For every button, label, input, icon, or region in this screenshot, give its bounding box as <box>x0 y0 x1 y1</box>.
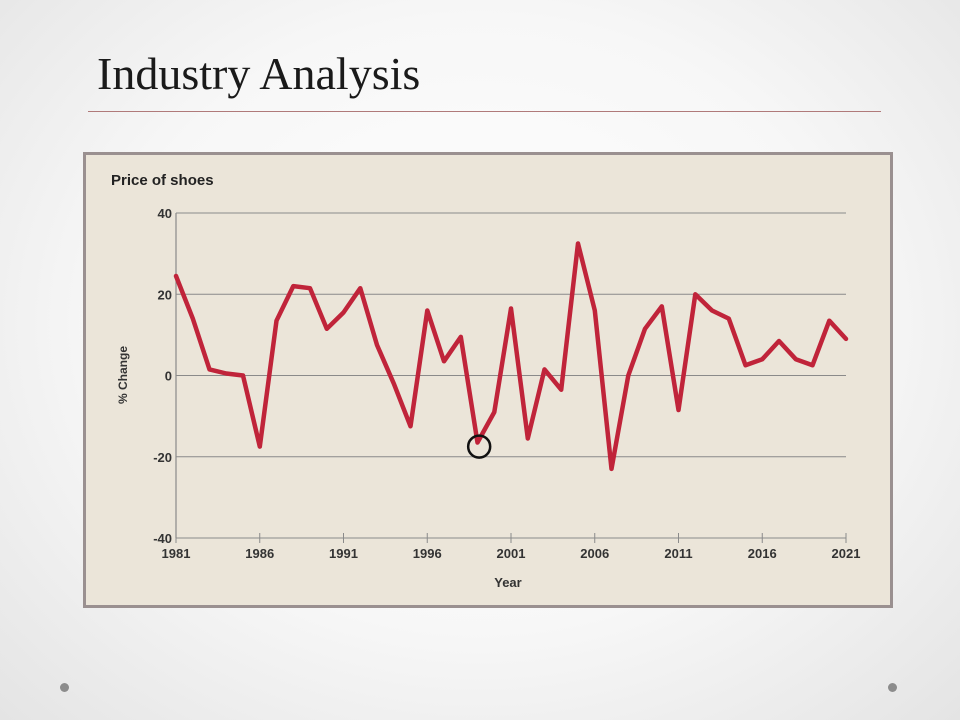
data-point <box>241 374 245 377</box>
title-divider <box>88 111 881 112</box>
data-point <box>409 424 412 428</box>
x-tick-label: 2006 <box>580 546 609 561</box>
x-tick-label: 1986 <box>245 546 274 561</box>
slide-bullet-left <box>60 683 69 692</box>
x-tick-label: 2016 <box>748 546 777 561</box>
data-point <box>342 311 345 315</box>
data-point <box>191 317 195 321</box>
data-point <box>710 309 714 312</box>
data-point <box>526 436 530 440</box>
data-point <box>275 319 278 323</box>
chart-title: Price of shoes <box>111 172 214 189</box>
highlight-circle <box>466 434 492 459</box>
data-point <box>174 274 178 278</box>
data-point <box>492 410 496 414</box>
y-axis-label: % Change <box>116 346 130 404</box>
data-point <box>677 408 680 412</box>
chart-panel: Price of shoes % Change Year 40 20 0 -20 -40… <box>83 152 893 608</box>
data-point <box>308 286 312 290</box>
data-point <box>811 363 814 367</box>
y-tick-label: 40 <box>158 206 172 221</box>
data-point <box>760 357 764 361</box>
data-point <box>559 388 563 392</box>
data-point <box>794 357 798 361</box>
slide-title: Industry Analysis <box>97 48 421 99</box>
data-point <box>744 363 747 367</box>
data-point <box>425 309 429 312</box>
data-point <box>727 317 731 321</box>
data-point <box>476 441 479 445</box>
data-point <box>325 327 329 331</box>
data-point <box>543 367 546 371</box>
x-tick-label: 2001 <box>497 546 526 561</box>
y-tick-label: 20 <box>158 287 172 302</box>
data-point <box>576 241 580 245</box>
x-tick-label: 2011 <box>664 546 692 561</box>
data-point <box>358 286 362 290</box>
data-point <box>224 371 228 375</box>
data-point <box>610 467 613 471</box>
data-point <box>442 359 446 363</box>
data-point <box>509 306 513 310</box>
data-point <box>593 309 597 312</box>
slide-bullet-right <box>888 683 897 692</box>
line-chart: Price of shoes % Change Year 40 20 0 -20 -40… <box>111 172 860 590</box>
x-tick-label: 1996 <box>413 546 442 561</box>
data-point <box>626 374 630 377</box>
data-point <box>375 343 379 347</box>
grid-layer <box>175 212 847 543</box>
series-line <box>173 241 849 472</box>
data-point <box>643 327 647 331</box>
x-tick-label: 2021 <box>832 546 861 561</box>
data-point <box>844 337 848 341</box>
y-tick-label: -40 <box>153 531 172 546</box>
x-tick-label: 1991 <box>329 546 358 561</box>
data-point <box>392 382 396 386</box>
x-tick-label: 1981 <box>162 546 191 561</box>
series-layer <box>173 241 849 472</box>
data-point <box>660 304 664 308</box>
y-tick-label: 0 <box>165 369 172 384</box>
data-point <box>258 445 262 449</box>
data-point <box>208 367 211 371</box>
data-point <box>827 319 831 323</box>
point-layer <box>174 241 848 471</box>
data-point <box>459 335 463 339</box>
x-axis-label: Year <box>494 575 521 590</box>
data-point <box>777 339 781 343</box>
data-point <box>693 292 697 296</box>
y-tick-label: -20 <box>153 450 172 465</box>
data-point <box>291 284 295 288</box>
